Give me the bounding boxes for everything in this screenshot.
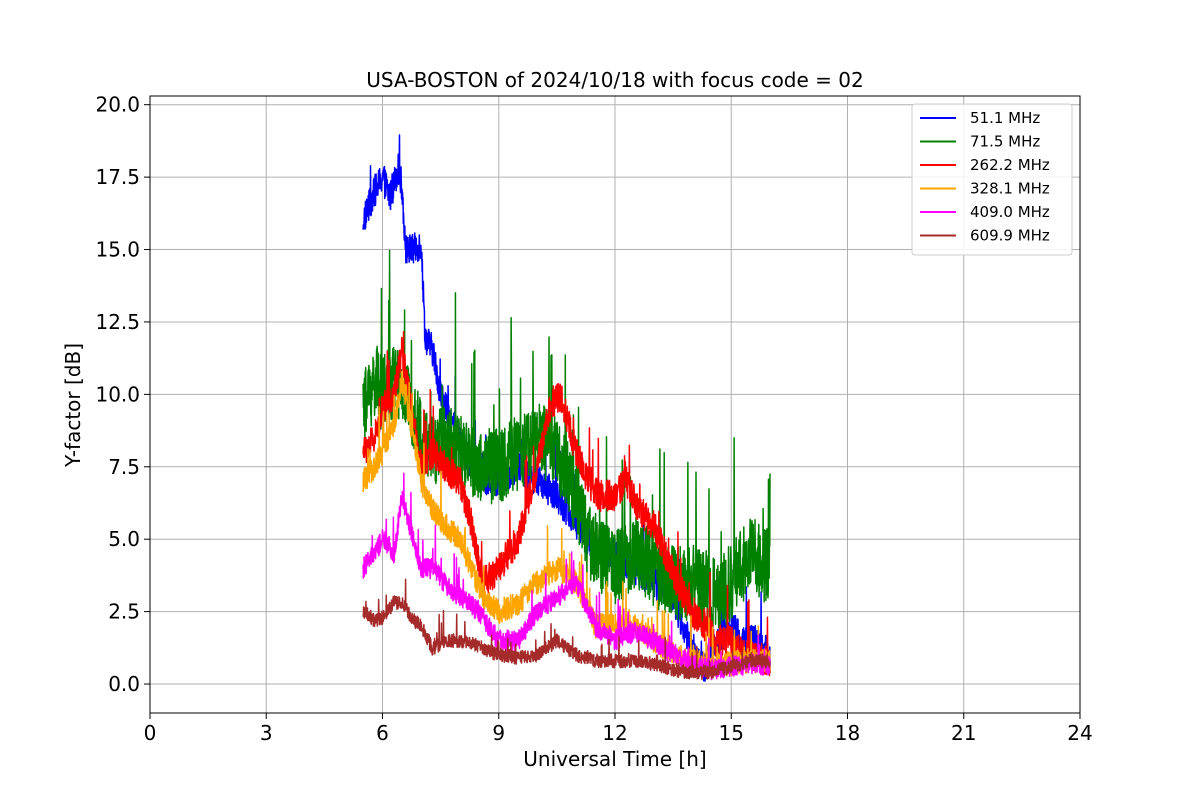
y-axis-label: Y-factor [dB]	[61, 343, 85, 468]
x-axis-ticks: 0 3 6 9 12 15 18 21 24	[144, 713, 1093, 745]
x-tick-label: 6	[376, 721, 389, 745]
chart-title: USA-BOSTON of 2024/10/18 with focus code…	[366, 68, 863, 92]
x-tick-label: 18	[835, 721, 860, 745]
x-tick-label: 21	[951, 721, 976, 745]
series-line-5	[362, 578, 771, 681]
x-tick-label: 0	[144, 721, 157, 745]
x-tick-label: 12	[602, 721, 627, 745]
y-tick-label: 15.0	[95, 238, 140, 262]
legend: 51.1 MHz 71.5 MHz 262.2 MHz 328.1 MHz 40…	[911, 103, 1073, 256]
y-tick-label: 5.0	[108, 527, 140, 551]
y-tick-label: 20.0	[95, 93, 140, 117]
x-tick-label: 9	[492, 721, 505, 745]
x-axis-label: Universal Time [h]	[523, 747, 706, 771]
x-tick-label: 3	[260, 721, 273, 745]
legend-label: 409.0 MHz	[970, 203, 1050, 221]
series-layer	[362, 134, 771, 682]
y-tick-label: 0.0	[108, 672, 140, 696]
legend-label: 71.5 MHz	[970, 133, 1040, 151]
series-line-2	[362, 331, 771, 677]
y-tick-label: 10.0	[95, 382, 140, 406]
legend-label: 51.1 MHz	[970, 109, 1040, 127]
y-axis-ticks: 0.0 2.5 5.0 7.5 10.0 12.5 15.0 17.5 20.0	[95, 93, 150, 696]
y-tick-label: 2.5	[108, 600, 140, 624]
legend-label: 609.9 MHz	[970, 227, 1050, 245]
legend-label: 328.1 MHz	[970, 180, 1050, 198]
y-tick-label: 7.5	[108, 455, 140, 479]
x-tick-label: 15	[719, 721, 744, 745]
y-tick-label: 12.5	[95, 310, 140, 334]
x-tick-label: 24	[1067, 721, 1092, 745]
y-tick-label: 17.5	[95, 165, 140, 189]
legend-label: 262.2 MHz	[970, 156, 1050, 174]
